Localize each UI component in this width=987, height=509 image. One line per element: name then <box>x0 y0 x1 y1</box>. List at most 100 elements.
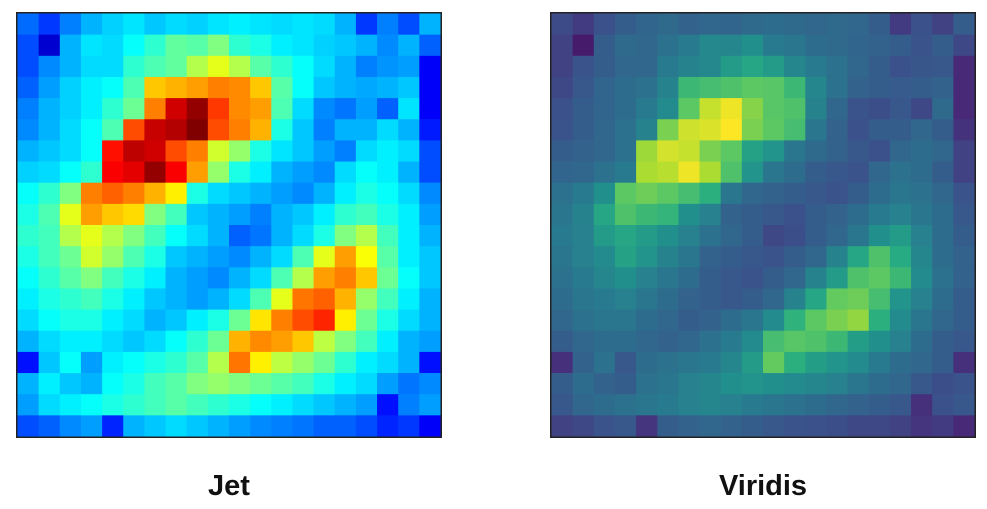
jet-cell <box>292 246 314 268</box>
viridis-cell <box>784 330 806 353</box>
jet-cell <box>355 246 378 268</box>
viridis-cell <box>784 182 806 205</box>
viridis-cell <box>657 76 679 99</box>
jet-cell <box>419 225 441 247</box>
viridis-cell <box>572 309 595 332</box>
viridis-cell <box>826 330 848 353</box>
viridis-cell <box>699 225 722 247</box>
jet-cell <box>80 13 103 36</box>
jet-cell <box>229 394 251 416</box>
viridis-cell <box>953 98 975 120</box>
jet-cell <box>398 330 420 353</box>
jet-cell <box>250 98 272 120</box>
viridis-cell <box>805 76 827 99</box>
viridis-cell <box>826 373 848 395</box>
viridis-cell <box>911 203 933 226</box>
jet-cell <box>377 13 399 36</box>
jet-cell <box>165 203 188 226</box>
jet-cell <box>229 140 251 162</box>
viridis-cell <box>805 13 827 36</box>
jet-cell <box>59 330 82 353</box>
jet-cell <box>102 394 124 416</box>
viridis-cell <box>784 76 806 99</box>
jet-cell <box>165 13 188 36</box>
viridis-cell <box>614 98 637 120</box>
jet-cell <box>292 267 314 289</box>
viridis-cell <box>720 415 743 437</box>
viridis-cell <box>889 34 912 57</box>
viridis-cell <box>911 288 933 310</box>
jet-cell <box>229 415 251 437</box>
viridis-cell <box>614 351 637 374</box>
viridis-cell <box>763 309 785 332</box>
jet-cell <box>59 55 82 78</box>
viridis-cell <box>889 351 912 374</box>
viridis-cell <box>593 13 616 36</box>
viridis-cell <box>699 140 722 162</box>
jet-cell <box>398 55 420 78</box>
jet-cell <box>207 13 230 36</box>
jet-cell <box>313 373 336 395</box>
jet-cell <box>80 415 103 437</box>
viridis-cell <box>889 203 912 226</box>
jet-cell <box>419 394 441 416</box>
viridis-cell <box>636 140 658 162</box>
viridis-cell <box>763 267 785 289</box>
jet-cell <box>59 373 82 395</box>
jet-cell <box>355 119 378 141</box>
viridis-cell <box>657 394 679 416</box>
jet-cell <box>398 309 420 332</box>
viridis-cell <box>657 161 679 184</box>
jet-cell <box>334 182 357 205</box>
jet-cell <box>377 351 399 374</box>
jet-cell <box>207 203 230 226</box>
jet-cell <box>144 98 166 120</box>
viridis-cell <box>911 13 933 36</box>
viridis-cell <box>699 34 722 57</box>
jet-cell <box>123 55 145 78</box>
viridis-cell <box>826 119 848 141</box>
viridis-cell <box>657 13 679 36</box>
jet-cell <box>123 98 145 120</box>
jet-cell <box>292 288 314 310</box>
jet-cell <box>229 267 251 289</box>
jet-cell <box>207 288 230 310</box>
viridis-cell <box>678 13 700 36</box>
viridis-cell <box>932 76 954 99</box>
viridis-cell <box>805 309 827 332</box>
viridis-cell <box>847 330 870 353</box>
viridis-cell <box>868 98 891 120</box>
jet-cell <box>186 76 209 99</box>
jet-cell <box>398 119 420 141</box>
viridis-cell <box>678 246 700 268</box>
jet-cell <box>229 98 251 120</box>
jet-cell <box>17 182 40 205</box>
jet-cell <box>250 225 272 247</box>
jet-cell <box>207 182 230 205</box>
jet-cell <box>59 351 82 374</box>
jet-cell <box>355 373 378 395</box>
jet-cell <box>186 140 209 162</box>
viridis-cell <box>784 373 806 395</box>
jet-cell <box>38 351 61 374</box>
viridis-cell <box>763 182 785 205</box>
viridis-cell <box>805 373 827 395</box>
jet-cell <box>334 309 357 332</box>
viridis-cell <box>932 182 954 205</box>
viridis-cell <box>741 13 764 36</box>
viridis-cell <box>699 415 722 437</box>
viridis-cell <box>763 34 785 57</box>
jet-cell <box>377 225 399 247</box>
jet-cell <box>38 267 61 289</box>
viridis-cell <box>847 140 870 162</box>
jet-cell <box>313 351 336 374</box>
viridis-cell <box>593 415 616 437</box>
jet-cell <box>271 182 293 205</box>
jet-cell <box>419 309 441 332</box>
jet-cell <box>419 140 441 162</box>
jet-cell <box>271 309 293 332</box>
viridis-cell <box>932 267 954 289</box>
jet-cell <box>59 267 82 289</box>
viridis-cell <box>593 182 616 205</box>
viridis-cell <box>784 288 806 310</box>
